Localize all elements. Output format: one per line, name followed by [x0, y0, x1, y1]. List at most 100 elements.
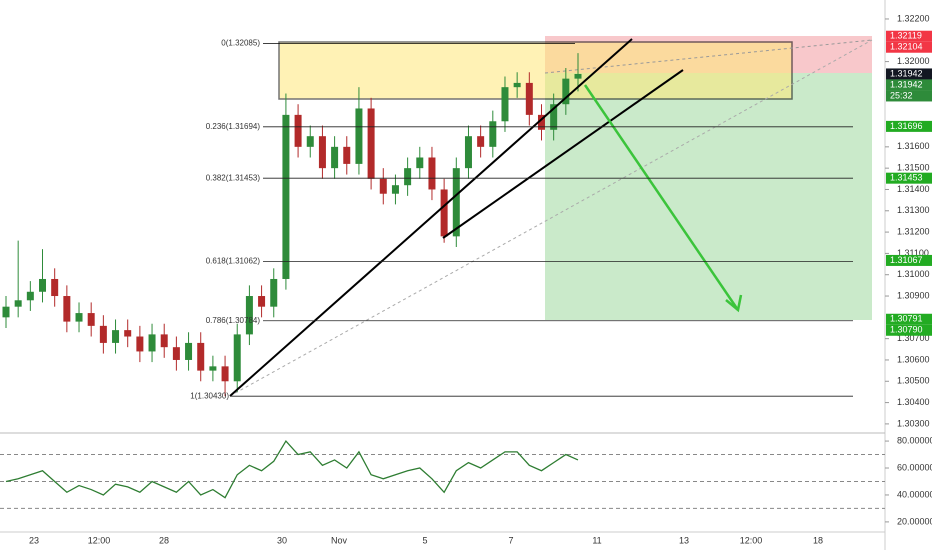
x-tick-label: 23	[29, 535, 39, 545]
y-tick-label: 1.31600	[897, 141, 930, 151]
candle-body	[124, 330, 132, 337]
price-badge-label: 1.31453	[890, 173, 923, 183]
y-tick-label: 1.31100	[897, 248, 929, 258]
candle-body	[63, 296, 71, 322]
x-tick-label: 12:00	[740, 535, 763, 545]
price-badge	[886, 172, 932, 184]
price-badge	[886, 30, 932, 42]
y-tick-label: 1.30900	[897, 290, 930, 300]
arrow-head	[725, 294, 743, 313]
supply-zone	[278, 41, 793, 100]
y-tick-label: 1.31500	[897, 163, 930, 173]
candle-body	[355, 108, 363, 164]
candle-body	[477, 136, 485, 147]
candle-body	[14, 300, 22, 307]
candle-body	[99, 325, 107, 343]
candle-body	[367, 108, 375, 179]
rsi-tick-label: 20.00000	[897, 516, 932, 526]
y-tick-label: 1.31000	[897, 269, 930, 279]
candle-body	[306, 136, 314, 147]
candle-body	[197, 342, 205, 371]
candle-body	[294, 114, 302, 147]
y-tick-label: 1.31300	[897, 205, 930, 215]
candle-body	[2, 306, 10, 318]
candle-body	[501, 87, 509, 122]
candle-body	[87, 313, 95, 326]
candle-body	[39, 278, 47, 292]
y-tick-label: 1.30600	[897, 354, 930, 364]
price-badge-label: 1.30790	[890, 325, 923, 335]
candle-body	[550, 104, 558, 130]
projection-arrow	[583, 84, 740, 311]
rsi-tick-label: 40.00000	[897, 489, 932, 499]
y-tick-label: 1.31400	[897, 184, 930, 194]
price-badge	[886, 254, 932, 266]
candle-body	[136, 336, 144, 352]
candle-body	[440, 189, 448, 237]
price-badge	[886, 120, 932, 132]
x-tick-label: 5	[422, 535, 427, 545]
candle-body	[489, 121, 497, 147]
price-badge	[886, 68, 932, 80]
candle-body	[318, 136, 326, 169]
x-tick-label: 30	[277, 535, 287, 545]
candle-body	[404, 168, 412, 186]
x-tick-label: 18	[813, 535, 823, 545]
y-tick-label: 1.32200	[897, 13, 930, 23]
rsi-tick-label: 60.00000	[897, 462, 932, 472]
price-badge	[886, 313, 932, 325]
y-tick-label: 1.30700	[897, 333, 930, 343]
price-badge-label: 1.32119	[890, 31, 922, 41]
candle-body	[525, 82, 533, 115]
candle-body	[75, 313, 83, 322]
candle-body	[282, 114, 290, 279]
price-badge-label: 1.31696	[890, 121, 923, 131]
rsi-tick-label: 80.00000	[897, 435, 932, 445]
candle-body	[391, 185, 399, 194]
fib-label: 0(1.32085)	[221, 39, 260, 48]
candle-body	[574, 73, 582, 79]
candle-body	[160, 334, 168, 348]
candle-body	[148, 334, 156, 352]
candle-body	[112, 330, 120, 343]
candle-body	[464, 136, 472, 169]
candle-body	[245, 296, 253, 335]
rsi-line	[5, 439, 579, 499]
candle-body	[416, 157, 424, 169]
fib-label: 0.786(1.30784)	[206, 316, 261, 325]
fib-label: 1(1.30430)	[190, 391, 229, 400]
trendline	[442, 69, 684, 239]
candle-body	[185, 342, 193, 360]
candle-body	[209, 366, 217, 371]
price-badge	[886, 79, 932, 91]
candle-body	[26, 291, 34, 301]
fib-label: 0.236(1.31694)	[206, 122, 261, 131]
x-tick-label: 13	[679, 535, 689, 545]
fib-label: 0.382(1.31453)	[206, 173, 261, 182]
candle-body	[428, 157, 436, 190]
candle-body	[270, 278, 278, 307]
fib-label: 0.618(1.31062)	[206, 257, 261, 266]
candle-body	[331, 146, 339, 169]
trendline	[229, 38, 633, 397]
countdown: 25:32	[890, 90, 913, 100]
candle-body	[562, 78, 570, 105]
x-tick-label: 7	[508, 535, 513, 545]
price-badge-label: 1.31942	[890, 68, 923, 78]
x-tick-label: 12:00	[88, 535, 111, 545]
candle-body	[172, 347, 180, 360]
price-badge-label: 1.31942	[890, 79, 923, 89]
candle-body	[452, 168, 460, 237]
price-badge-label: 1.31067	[890, 255, 923, 265]
candle-body	[343, 146, 351, 164]
price-badge	[886, 324, 932, 336]
x-tick-label: 11	[592, 535, 601, 545]
y-tick-label: 1.30300	[897, 418, 930, 428]
price-badge	[886, 41, 932, 53]
y-tick-label: 1.30500	[897, 376, 930, 386]
x-tick-label: Nov	[331, 535, 348, 545]
candle-body	[51, 278, 59, 297]
diagonal	[229, 39, 873, 397]
candle-body	[221, 366, 229, 382]
